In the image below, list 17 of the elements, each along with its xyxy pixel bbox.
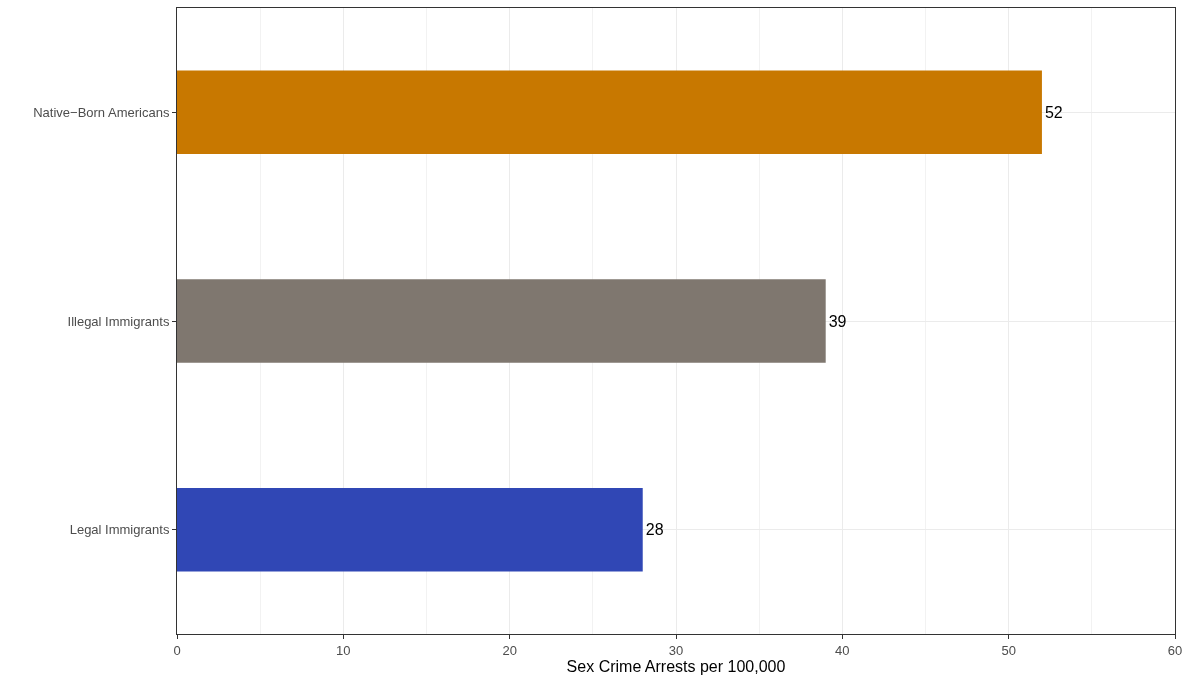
data-label: 28 xyxy=(645,521,664,539)
y-tick-label: Illegal Immigrants xyxy=(67,313,170,329)
x-tick-label: 50 xyxy=(1001,642,1016,658)
x-tick-label: 60 xyxy=(1167,642,1183,658)
data-label: 39 xyxy=(828,312,847,330)
x-tick-label: 20 xyxy=(502,642,517,658)
bar xyxy=(177,487,643,572)
x-tick-label: 10 xyxy=(336,642,351,658)
bar xyxy=(177,279,826,363)
data-label: 52 xyxy=(1044,103,1063,121)
x-tick-label: 40 xyxy=(835,642,850,658)
y-tick-label: Legal Immigrants xyxy=(69,522,170,538)
x-tick-label: 0 xyxy=(173,642,181,658)
y-tick-label: Native−Born Americans xyxy=(33,104,170,120)
bar xyxy=(177,70,1042,155)
x-tick-label: 30 xyxy=(668,642,684,658)
x-axis-title: Sex Crime Arrests per 100,000 xyxy=(566,658,786,676)
